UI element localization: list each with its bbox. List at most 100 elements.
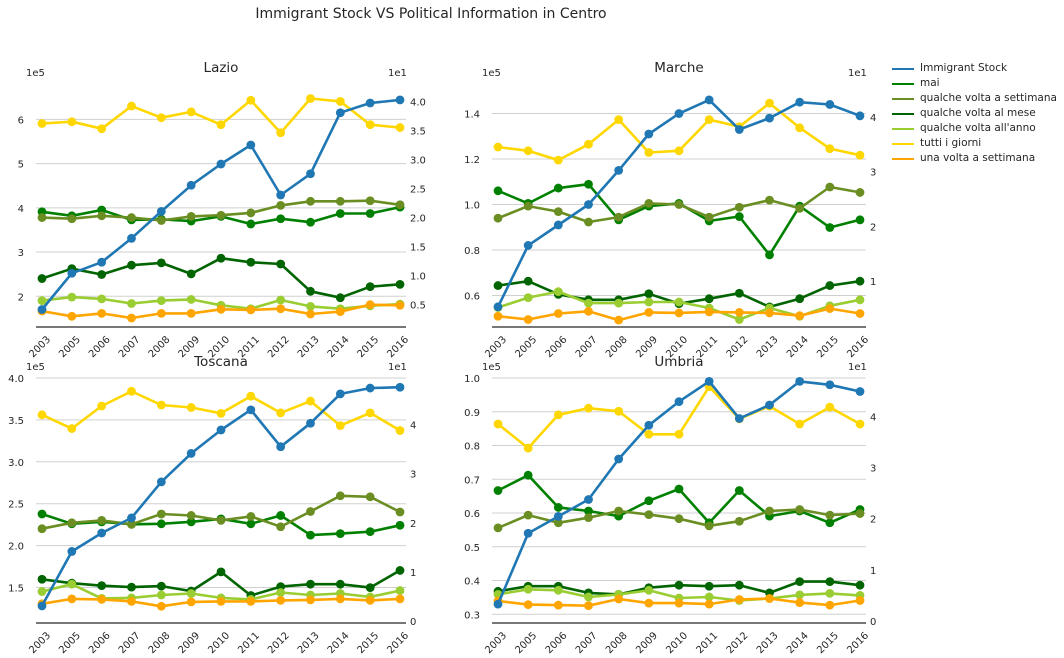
series-giorni: [37, 386, 405, 435]
data-point: [216, 567, 226, 577]
left-tick-label: 1.2: [464, 155, 480, 166]
data-point: [365, 300, 375, 310]
left-tick-label: 1.0: [464, 201, 480, 212]
data-point: [37, 274, 47, 283]
left-tick-label: 2: [18, 292, 24, 303]
data-point: [306, 217, 315, 227]
series-giorni: [493, 382, 865, 453]
data-point: [335, 579, 345, 589]
legend-item: mai: [892, 77, 1062, 92]
data-point: [825, 380, 835, 390]
data-point: [186, 597, 196, 607]
x-tick-label: 2005: [514, 334, 540, 360]
data-point: [97, 401, 107, 411]
right-tick-label: 0: [870, 617, 876, 628]
x-tick-label: 2014: [785, 334, 811, 360]
data-point: [127, 233, 136, 243]
data-point: [97, 270, 107, 279]
data-point: [246, 519, 256, 529]
data-point: [306, 579, 315, 589]
right-tick-label: 3.5: [410, 126, 426, 137]
x-tick-label: 2006: [544, 630, 570, 656]
right-tick-label: 3: [870, 168, 876, 179]
x-tick-label: 2015: [815, 334, 841, 360]
legend-item: qualche volta a settimana: [892, 92, 1062, 107]
data-point: [493, 523, 503, 533]
legend-item: tutti i giorni: [892, 137, 1062, 152]
data-point: [734, 308, 744, 317]
data-point: [644, 429, 654, 439]
data-point: [186, 212, 196, 221]
data-point: [674, 580, 684, 590]
left-tick-label: 0.8: [464, 442, 480, 453]
data-point: [246, 596, 256, 606]
data-point: [734, 414, 744, 423]
data-point: [614, 594, 624, 604]
x-tick-label: 2008: [147, 334, 173, 360]
data-point: [276, 295, 286, 305]
left-tick-label: 0.7: [464, 475, 480, 486]
data-point: [644, 420, 654, 430]
data-point: [855, 150, 865, 160]
data-point: [276, 408, 286, 418]
data-point: [855, 387, 865, 396]
data-point: [765, 113, 774, 123]
data-point: [395, 586, 405, 595]
data-point: [553, 585, 563, 595]
right-tick-label: 0: [410, 617, 416, 628]
data-point: [674, 297, 684, 307]
x-tick-label: 2016: [385, 334, 411, 360]
data-point: [614, 506, 624, 516]
data-point: [156, 113, 166, 123]
data-point: [335, 307, 345, 317]
data-point: [584, 217, 593, 227]
data-point: [395, 520, 405, 530]
data-point: [674, 308, 684, 318]
data-point: [825, 518, 835, 528]
data-point: [186, 308, 196, 318]
x-tick-label: 2013: [296, 630, 322, 656]
legend-label: qualche volta al mese: [920, 107, 1036, 119]
data-point: [553, 503, 563, 512]
data-point: [335, 491, 345, 501]
x-tick-label: 2014: [785, 630, 811, 656]
data-point: [523, 443, 533, 453]
data-point: [614, 165, 624, 175]
data-point: [156, 590, 166, 600]
data-point: [825, 182, 835, 192]
data-point: [156, 519, 166, 529]
data-point: [246, 391, 256, 401]
data-point: [825, 600, 835, 610]
legend-item: qualche volta al mese: [892, 107, 1062, 122]
data-point: [97, 124, 107, 134]
left-tick-label: 1.4: [464, 110, 480, 121]
legend-swatch: [892, 143, 914, 145]
data-point: [734, 288, 744, 298]
data-point: [365, 527, 375, 537]
data-point: [156, 206, 166, 216]
data-point: [156, 296, 166, 306]
right-tick-label: 4: [870, 113, 876, 124]
data-point: [584, 200, 593, 209]
right-tick-label: 2.5: [410, 185, 426, 196]
data-point: [395, 200, 405, 210]
data-point: [704, 212, 714, 222]
series-settimana: [493, 182, 865, 227]
x-tick-label: 2006: [87, 334, 113, 360]
data-point: [553, 183, 563, 193]
data-point: [674, 598, 684, 608]
right-tick-label: 1: [870, 566, 876, 577]
left-tick-label: 0.6: [464, 291, 480, 302]
data-point: [156, 400, 166, 410]
data-point: [216, 253, 226, 263]
data-point: [704, 521, 714, 531]
data-point: [765, 400, 774, 410]
data-point: [306, 507, 315, 516]
legend: Immigrant Stock mai qualche volta a settim…: [892, 62, 1062, 167]
left-tick-label: 0.4: [464, 577, 480, 588]
data-point: [276, 200, 286, 210]
data-point: [97, 515, 107, 525]
data-point: [704, 95, 714, 105]
x-tick-label: 2015: [356, 630, 382, 656]
